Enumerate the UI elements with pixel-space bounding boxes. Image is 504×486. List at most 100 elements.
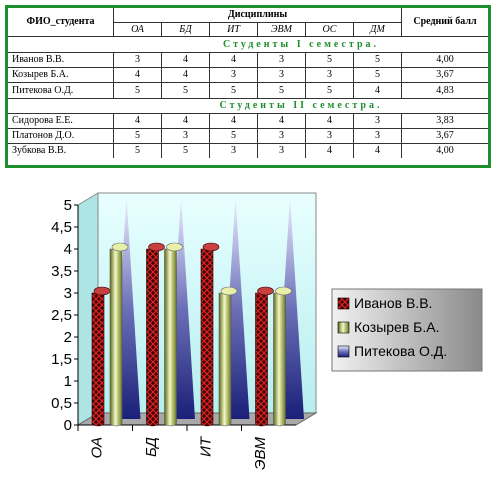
grades-chart: 0 0,5 1 1,5 2 2,5 3 3,5 4 4,5 5 ОА БД ИТ ЭВМ Иванов В.…	[51, 192, 483, 470]
subject-header: ОА	[114, 23, 162, 37]
cylinder-cap	[166, 242, 183, 252]
semester1-label: Студенты I семестра.	[222, 38, 379, 50]
grade-cell: 4	[354, 144, 402, 158]
legend-label: Питекова О.Д.	[354, 343, 447, 359]
grade-cell: 5	[114, 83, 162, 99]
x-category-label: БД	[143, 437, 160, 457]
grade-cell: 3	[354, 114, 402, 129]
grade-cell: 3	[258, 144, 306, 158]
legend-label: Иванов В.В.	[354, 295, 432, 311]
student-name: Иванов В.В.	[8, 53, 114, 68]
grade-cell: 5	[162, 83, 210, 99]
average-cell: 4,83	[402, 83, 488, 99]
grade-cell: 5	[114, 144, 162, 158]
cylinder-bar	[146, 248, 159, 427]
grade-cell: 3	[162, 129, 210, 144]
grade-cell: 5	[354, 68, 402, 83]
student-name: Козырев Б.А.	[8, 68, 114, 83]
grade-cell: 4	[210, 53, 258, 68]
grade-cell: 4	[354, 83, 402, 99]
average-cell: 3,67	[402, 129, 488, 144]
cylinder-bar	[109, 248, 123, 427]
average-cell: 4,00	[436, 145, 454, 156]
legend-swatch	[337, 345, 350, 358]
grade-cell: 4	[306, 114, 354, 129]
grade-cell: 3	[354, 129, 402, 144]
grade-cell: 5	[210, 83, 258, 99]
y-tick-label: 2	[64, 329, 72, 346]
y-tick-label: 5	[64, 197, 72, 214]
cylinder-cap	[275, 286, 292, 296]
grade-cell: 5	[306, 53, 354, 68]
grade-cell: 3	[114, 53, 162, 68]
legend-swatch	[337, 297, 350, 310]
student-name: Платонов Д.О.	[8, 129, 114, 144]
x-category-label: ИТ	[197, 435, 214, 457]
grade-cell: 5	[114, 129, 162, 144]
cylinder-cap	[202, 242, 220, 252]
cylinder-bar	[255, 292, 268, 427]
grade-cell: 4	[162, 53, 210, 68]
y-tick-label: 0	[64, 417, 72, 434]
grade-cell: 4	[114, 68, 162, 83]
grade-cell: 5	[258, 83, 306, 99]
semester2-band: Студенты II семестра.	[8, 99, 488, 114]
y-tick-label: 1,5	[51, 351, 72, 368]
subject-header: ОС	[306, 23, 354, 37]
cylinder-bar	[91, 292, 105, 427]
grade-cell: 3	[210, 68, 258, 83]
cylinder-cap	[148, 242, 165, 252]
cylinder-cap	[93, 286, 111, 296]
cylinder-bar	[164, 248, 177, 427]
grade-cell: 3	[306, 68, 354, 83]
average-header: Средний балл	[402, 8, 488, 37]
y-tick-label: 1	[64, 373, 72, 390]
average-cell: 3,67	[402, 68, 488, 83]
subject-header: ЭВМ	[258, 23, 306, 37]
legend-label: Козырев Б.А.	[354, 319, 439, 335]
grade-cell: 4	[114, 114, 162, 129]
cylinder-bar	[200, 248, 214, 427]
grade-cell: 5	[306, 83, 354, 99]
grade-cell: 3	[258, 129, 306, 144]
semester2-label: Студенты II семестра.	[219, 100, 383, 111]
legend-box	[331, 288, 483, 372]
grades-table: ФИО_студента Дисциплины Средний балл ОА …	[5, 5, 491, 168]
y-tick-label: 3	[64, 285, 72, 302]
grade-cell: 4	[258, 114, 306, 129]
cylinder-bar	[273, 292, 286, 427]
student-name: Питекова О.Д.	[8, 83, 114, 99]
student-name: Зубкова В.В.	[8, 144, 114, 158]
subject-header: БД	[162, 23, 210, 37]
cylinder-cap	[257, 286, 274, 296]
subject-header: ИТ	[210, 23, 258, 37]
grade-cell: 3	[258, 68, 306, 83]
grade-cell: 3	[258, 53, 306, 68]
grade-cell: 4	[210, 114, 258, 129]
y-tick-label: 4	[64, 241, 72, 258]
grade-cell: 5	[354, 53, 402, 68]
name-header: ФИО_студента	[8, 8, 114, 37]
grade-cell: 5	[162, 144, 210, 158]
subject-header: ДМ	[354, 23, 402, 37]
y-tick-label: 3,5	[51, 263, 72, 280]
x-category-label: ЭВМ	[252, 437, 269, 470]
legend-swatch	[337, 321, 350, 334]
average-cell: 3,83	[402, 114, 488, 129]
grade-cell: 4	[162, 114, 210, 129]
average-cell: 4,00	[402, 53, 488, 68]
grade-cell: 3	[210, 144, 258, 158]
grade-cell: 3	[306, 129, 354, 144]
grade-cell: 4	[306, 144, 354, 158]
y-tick-label: 4,5	[51, 219, 72, 236]
disciplines-header: Дисциплины	[114, 8, 402, 23]
x-category-label: ОА	[88, 437, 105, 458]
y-tick-label: 0,5	[51, 395, 72, 412]
grade-cell: 5	[210, 129, 258, 144]
cylinder-cap	[111, 242, 129, 252]
y-tick-label: 2,5	[51, 307, 72, 324]
cylinder-cap	[220, 286, 238, 296]
student-name: Сидорова Е.Е.	[8, 114, 114, 129]
semester1-band: Студенты I семестра.	[8, 37, 488, 53]
cylinder-bar	[218, 292, 232, 427]
